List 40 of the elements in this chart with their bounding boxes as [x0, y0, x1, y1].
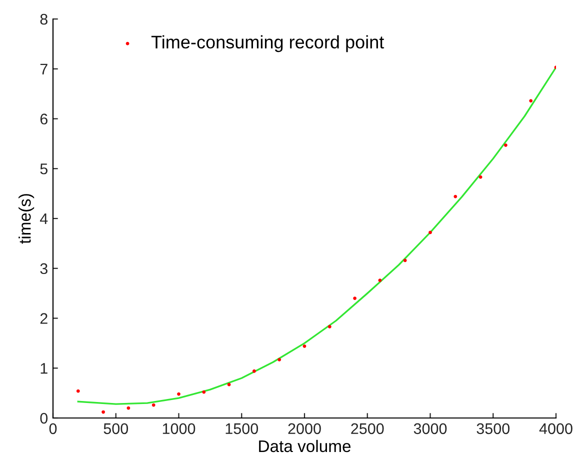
point	[252, 369, 256, 373]
x-tick-label: 3500	[476, 423, 510, 434]
point	[428, 230, 432, 234]
x-tick-label: 2500	[351, 423, 384, 434]
x-tick-label: 1500	[226, 423, 258, 434]
y-axis-title: time(s)	[18, 194, 34, 244]
y-tick-label: 5	[40, 164, 48, 174]
y-tick-label: 2	[40, 313, 48, 324]
y-tick-label: 4	[40, 214, 48, 224]
x-tick-label: 3000	[414, 423, 447, 434]
point	[76, 389, 80, 393]
point	[529, 99, 533, 102]
point	[328, 325, 332, 328]
point	[403, 258, 407, 262]
line-series	[77, 66, 556, 405]
x-tick-label: 2000	[288, 423, 321, 434]
y-tick-label: 3	[40, 263, 48, 274]
y-tick-label: 8	[40, 14, 48, 25]
point	[478, 175, 482, 179]
x-tick-label: 500	[104, 423, 128, 434]
point	[454, 194, 458, 198]
legend-label: Time-consuming record point	[151, 35, 384, 52]
y-tick-label: 6	[40, 114, 48, 124]
point	[227, 382, 231, 386]
y-tick-label: 1	[40, 363, 48, 374]
y-tick-label: 7	[40, 64, 48, 74]
x-tick-label: 4000	[539, 423, 572, 434]
point	[302, 344, 306, 348]
y-tick-label: 0	[40, 412, 48, 424]
point	[102, 410, 105, 414]
point	[278, 358, 282, 362]
x-tick-label: 1000	[162, 423, 196, 434]
point	[504, 143, 508, 147]
x-axis-title: Data volume	[259, 440, 351, 452]
point	[353, 296, 356, 300]
point	[202, 390, 206, 394]
point	[152, 403, 156, 407]
point	[177, 392, 180, 396]
point	[378, 278, 382, 282]
x-tick-label: 0	[49, 423, 57, 434]
